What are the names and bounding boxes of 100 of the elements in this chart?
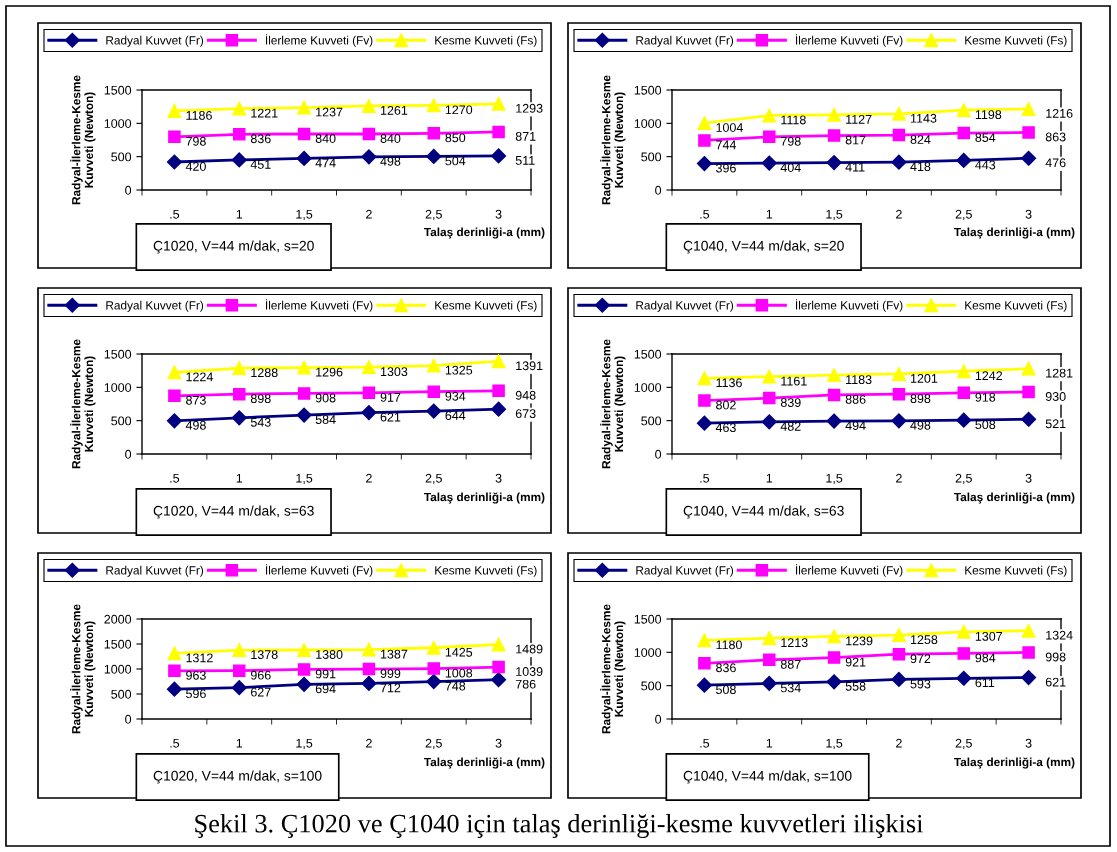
point [892, 647, 906, 661]
point [426, 148, 442, 164]
point [296, 150, 312, 166]
x-tick-label: .5 [700, 473, 710, 483]
data-label: 898 [910, 394, 931, 404]
data-label: 1391 [516, 361, 543, 371]
x-axis-title: Talaş derinliği-a (mm) [423, 757, 545, 769]
text: Ç1040, V=44 m/dak, s=63 [683, 505, 844, 519]
point [491, 148, 507, 164]
point [296, 676, 312, 692]
data-label: 474 [315, 158, 336, 168]
legend-label: Radyal Kuvvet (Fr) [636, 35, 734, 47]
point [1021, 670, 1037, 686]
x-tick-label: 3 [1025, 209, 1032, 219]
point [826, 674, 842, 690]
data-label: 396 [716, 163, 736, 173]
y-tick-label: 1500 [634, 614, 662, 624]
data-label: 840 [380, 134, 401, 143]
point [427, 662, 441, 675]
point [891, 366, 906, 381]
point [168, 389, 181, 403]
point [232, 664, 246, 677]
data-label: 984 [975, 653, 996, 663]
data-label: 1261 [380, 105, 408, 115]
point [827, 368, 842, 383]
x-tick-label: 1,5 [296, 209, 313, 221]
legend-label: Radyal Kuvvet (Fr) [636, 300, 734, 312]
point [956, 103, 971, 118]
point [1022, 126, 1035, 139]
point [492, 384, 505, 398]
y-tick-label: 500 [111, 689, 132, 699]
point [696, 156, 712, 172]
data-label: 998 [1045, 652, 1066, 662]
data-label: 621 [380, 412, 401, 422]
legend-label: Kesme Kuvveti (Fs) [435, 35, 537, 47]
data-label: 508 [975, 420, 996, 430]
data-label: 839 [780, 398, 801, 407]
data-label: 918 [975, 392, 996, 402]
data-label: 1201 [910, 373, 938, 383]
point [232, 361, 247, 376]
point [762, 130, 776, 144]
data-label: 840 [315, 134, 336, 143]
point [956, 412, 972, 428]
point [696, 415, 712, 431]
x-tick-label: 1,5 [826, 209, 843, 221]
y-axis-title: Radyal-İlerleme-Kesme Kuvveti (Newton) [600, 339, 626, 469]
data-label: 1296 [316, 367, 343, 377]
point [892, 128, 906, 142]
y-axis-title: Radyal-İlerleme-Kesme Kuvveti (Newton) [600, 604, 626, 734]
data-label: 1213 [781, 638, 808, 648]
x-tick-label: 2 [896, 738, 902, 748]
point [827, 651, 841, 664]
data-label: 886 [845, 394, 866, 404]
data-label: 1183 [846, 375, 872, 385]
data-label: 1008 [445, 668, 473, 678]
point [361, 149, 377, 165]
y-tick-label: 1000 [634, 383, 662, 392]
y-tick-label: 1500 [104, 85, 132, 95]
point [491, 637, 506, 652]
x-axis-title: Talaş derinliği-a (mm) [423, 227, 545, 239]
point [167, 365, 182, 380]
data-label: 1004 [716, 123, 743, 132]
legend-label: Radyal Kuvvet (Fr) [106, 35, 204, 47]
y-tick-label: 0 [125, 714, 132, 724]
legend-label: İlerleme Kuvveti (Fv) [796, 564, 903, 577]
x-tick-label: 3 [495, 473, 502, 483]
x-tick-label: 2,5 [955, 738, 972, 750]
text: Ç1020, V=44 m/dak, s=100 [153, 770, 322, 784]
point [826, 413, 842, 429]
point [231, 152, 247, 168]
point [956, 364, 971, 379]
data-label: 1380 [316, 650, 343, 659]
point [426, 98, 441, 113]
data-label: 1378 [251, 650, 278, 660]
point [491, 354, 506, 369]
x-tick-label: 2,5 [425, 473, 442, 485]
y-tick-label: 2000 [104, 614, 132, 624]
data-label: 712 [380, 683, 401, 693]
data-label: 966 [250, 670, 271, 680]
y-axis-title: Radyal-İlerleme-Kesme Kuvveti (Newton) [70, 604, 96, 734]
point [957, 386, 971, 400]
point [957, 647, 971, 660]
x-tick-label: 2,5 [955, 473, 972, 485]
point [362, 127, 376, 141]
data-label: 1127 [846, 114, 872, 124]
x-tick-label: 1 [766, 209, 773, 219]
legend-label: Kesme Kuvveti (Fs) [435, 565, 537, 577]
point [1022, 646, 1035, 659]
y-tick-label: 1000 [104, 664, 132, 674]
data-label: 504 [445, 156, 466, 166]
point [827, 129, 841, 142]
x-axis-title: Talaş derinliği-a (mm) [953, 227, 1075, 239]
y-tick-label: 500 [111, 416, 132, 426]
data-label: 1224 [186, 372, 213, 382]
point [698, 134, 711, 147]
data-label: 824 [910, 135, 931, 144]
x-tick-label: 1,5 [296, 473, 313, 485]
point [166, 413, 182, 429]
y-tick-label: 1000 [634, 119, 662, 128]
point [491, 401, 507, 417]
